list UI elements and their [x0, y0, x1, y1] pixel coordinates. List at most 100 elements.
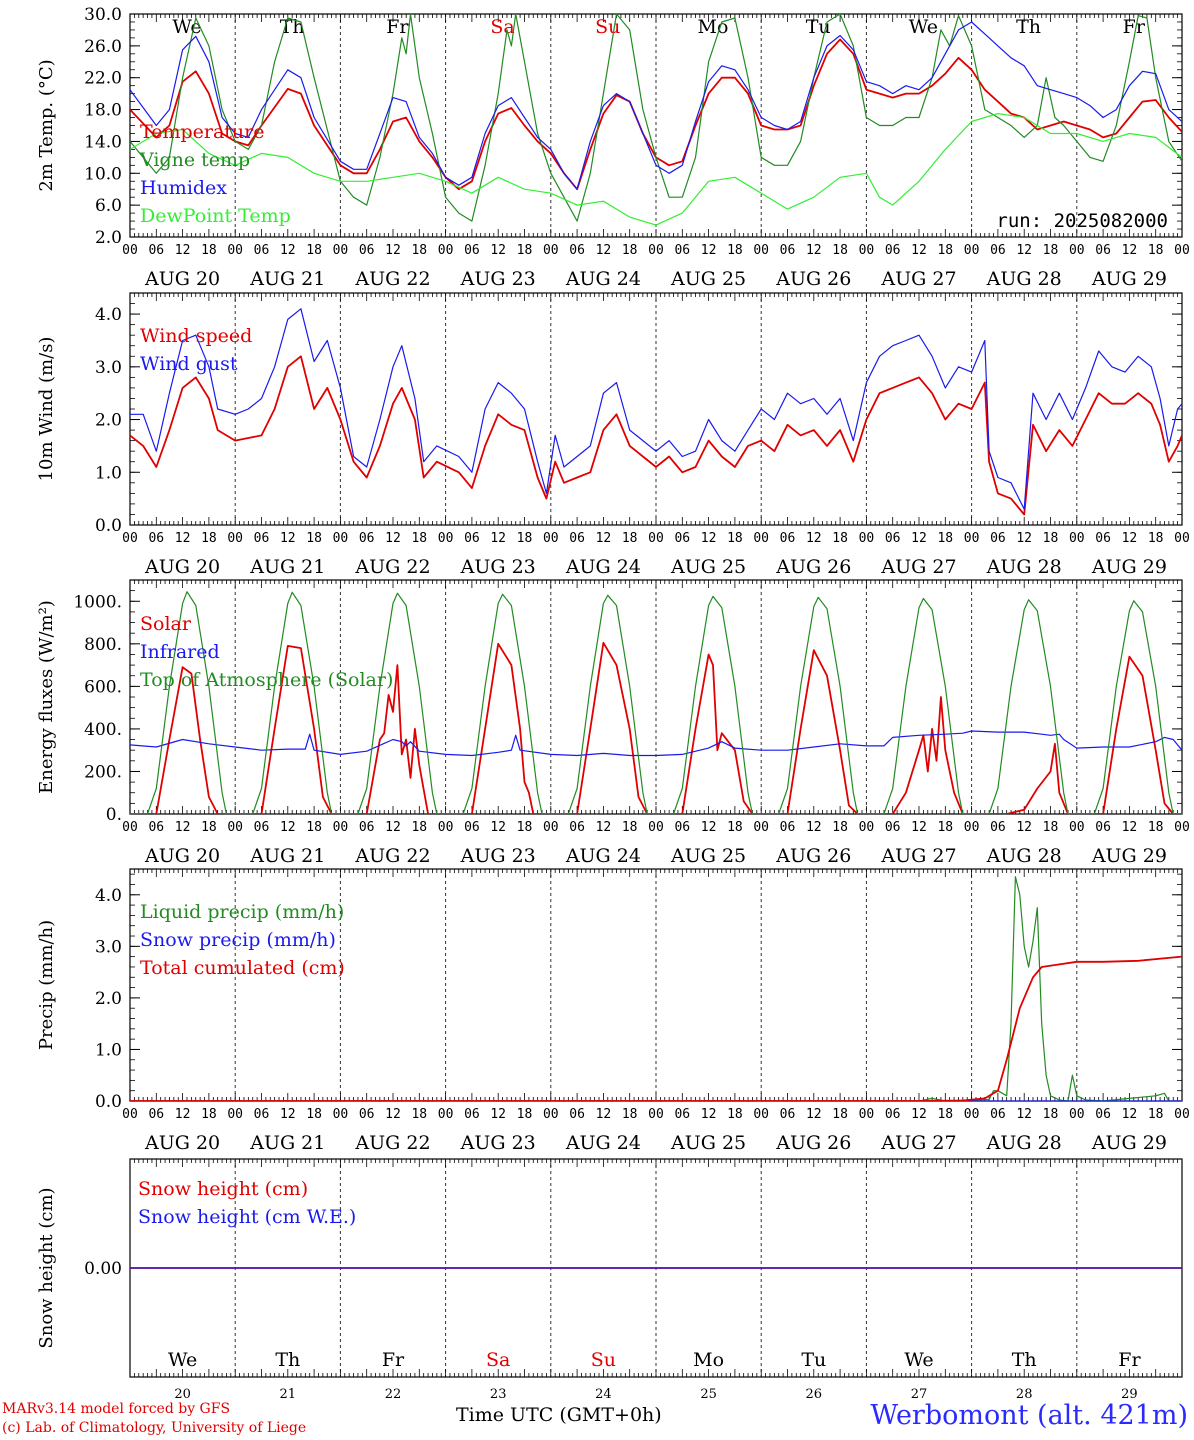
date-label: AUG 23	[460, 556, 536, 578]
hour-tick-label: 12	[385, 531, 401, 546]
y-axis-title: Snow height (cm)	[36, 1187, 57, 1348]
y-tick-label: 600.	[84, 677, 122, 697]
day-name-label: We	[172, 16, 201, 38]
hour-tick-label: 12	[596, 531, 612, 546]
series-line-total-cumulated-cm-	[130, 955, 1182, 1101]
day-number-label: 28	[1016, 1387, 1033, 1400]
hour-tick-label: 00	[227, 243, 243, 258]
y-tick-label: 14.0	[84, 132, 122, 152]
y-axis-title: Precip (mm/h)	[36, 920, 57, 1050]
date-label: AUG 24	[565, 1132, 641, 1154]
hour-tick-label: 06	[990, 1107, 1006, 1122]
hour-tick-label: 00	[964, 531, 980, 546]
date-label: AUG 29	[1091, 1132, 1167, 1154]
hour-tick-label: 18	[201, 820, 217, 835]
hour-tick-label: 12	[1122, 1107, 1138, 1122]
hour-tick-label: 06	[148, 243, 164, 258]
hour-tick-label: 06	[254, 531, 270, 546]
day-name-label: Mo	[693, 1349, 724, 1371]
hour-tick-label: 12	[1016, 243, 1032, 258]
hour-tick-label: 18	[727, 820, 743, 835]
location-title: Werbomont (alt. 421m)	[870, 1400, 1188, 1431]
date-label: AUG 23	[460, 845, 536, 867]
y-tick-label: 10.0	[84, 164, 122, 184]
date-label: AUG 28	[986, 556, 1062, 578]
hour-tick-label: 00	[1174, 820, 1190, 835]
lab-credit: (c) Lab. of Climatology, University of L…	[2, 1420, 307, 1436]
day-name-label: Su	[591, 1349, 616, 1371]
legend-entry: Humidex	[140, 177, 227, 199]
hour-tick-label: 06	[148, 820, 164, 835]
hour-tick-label: 06	[885, 1107, 901, 1122]
hour-tick-label: 00	[648, 820, 664, 835]
hour-tick-label: 12	[701, 820, 717, 835]
day-number-label: 29	[1121, 1387, 1138, 1400]
hour-tick-label: 12	[385, 820, 401, 835]
hour-tick-label: 06	[990, 820, 1006, 835]
date-label: AUG 24	[565, 556, 641, 578]
hour-tick-label: 18	[306, 531, 322, 546]
date-label: AUG 21	[249, 845, 325, 867]
hour-tick-label: 12	[1016, 531, 1032, 546]
legend-entry: Snow height (cm)	[138, 1178, 308, 1200]
hour-tick-label: 00	[333, 243, 349, 258]
date-label: AUG 22	[354, 1132, 430, 1154]
y-axis-title: 2m Temp. (°C)	[36, 59, 57, 191]
hour-tick-label: 12	[1122, 820, 1138, 835]
hour-tick-label: 18	[517, 243, 533, 258]
date-label: AUG 20	[144, 1132, 220, 1154]
hour-tick-label: 12	[490, 820, 506, 835]
hour-tick-label: 12	[911, 243, 927, 258]
hour-tick-label: 00	[964, 243, 980, 258]
day-number-label: 26	[806, 1387, 823, 1400]
hour-tick-label: 12	[1122, 531, 1138, 546]
hour-tick-label: 18	[1043, 243, 1059, 258]
hour-tick-label: 12	[175, 1107, 191, 1122]
hour-tick-label: 18	[1148, 820, 1164, 835]
date-label: AUG 27	[880, 268, 956, 290]
hour-tick-label: 00	[438, 820, 454, 835]
hour-tick-label: 18	[832, 820, 848, 835]
series-line-wind-speed	[130, 355, 1182, 516]
date-label: AUG 29	[1091, 268, 1167, 290]
meteogram-chart: 2.0 6.0 10.0 14.0 18.0 22.0 26.0 30.0 2m Temp. (…	[36, 5, 1190, 1400]
hour-tick-label: 12	[1016, 1107, 1032, 1122]
hour-tick-label: 18	[832, 531, 848, 546]
hour-tick-label: 12	[596, 820, 612, 835]
hour-tick-label: 00	[1069, 1107, 1085, 1122]
hour-tick-label: 06	[674, 820, 690, 835]
date-label: AUG 20	[144, 556, 220, 578]
hour-tick-label: 18	[937, 820, 953, 835]
hour-tick-label: 18	[411, 243, 427, 258]
date-label: AUG 29	[1091, 556, 1167, 578]
date-label: AUG 25	[670, 1132, 746, 1154]
hour-tick-label: 18	[411, 820, 427, 835]
hour-tick-label: 12	[490, 531, 506, 546]
day-number-label: 20	[174, 1387, 191, 1400]
legend-entry: Infrared	[140, 641, 220, 663]
hour-tick-label: 18	[517, 1107, 533, 1122]
y-tick-label: 200.	[84, 762, 122, 782]
legend-entry: Wind speed	[140, 325, 252, 347]
hour-tick-label: 06	[148, 531, 164, 546]
y-axis-title: 10m Wind (m/s)	[36, 337, 57, 482]
hour-tick-label: 12	[175, 243, 191, 258]
date-label: AUG 24	[565, 268, 641, 290]
series-line-infrared	[130, 730, 1182, 757]
y-tick-label: 22.0	[84, 69, 122, 89]
date-label: AUG 26	[775, 268, 851, 290]
date-label: AUG 28	[986, 1132, 1062, 1154]
day-name-label: We	[168, 1349, 197, 1371]
date-label: AUG 26	[775, 845, 851, 867]
hour-tick-label: 18	[937, 531, 953, 546]
hour-tick-label: 12	[701, 531, 717, 546]
hour-tick-label: 18	[622, 1107, 638, 1122]
legend-entry: Wind gust	[140, 353, 238, 375]
hour-tick-label: 00	[543, 531, 559, 546]
date-label: AUG 26	[775, 556, 851, 578]
hour-tick-label: 06	[1095, 243, 1111, 258]
hour-tick-label: 18	[727, 243, 743, 258]
model-credit: MARv3.14 model forced by GFS	[2, 1401, 231, 1417]
date-label: AUG 22	[354, 556, 430, 578]
hour-tick-label: 12	[1122, 243, 1138, 258]
